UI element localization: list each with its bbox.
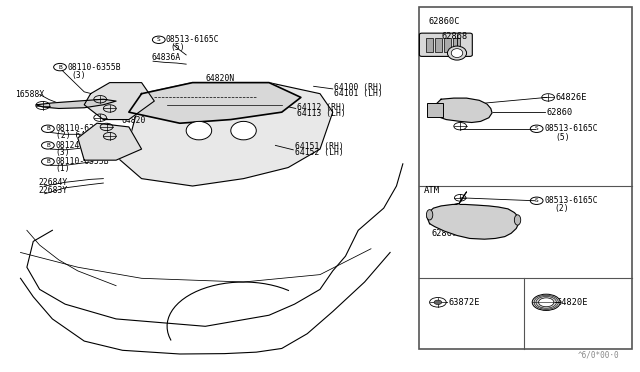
Ellipse shape <box>451 49 463 58</box>
Text: ^6/0*00·0: ^6/0*00·0 <box>578 350 620 359</box>
Text: 64836A: 64836A <box>151 53 180 62</box>
Text: 62860C: 62860C <box>428 17 460 26</box>
Text: 22683Y: 22683Y <box>38 186 68 195</box>
Text: 63872E: 63872E <box>449 298 480 307</box>
Text: 62868: 62868 <box>441 32 467 41</box>
Ellipse shape <box>447 46 467 60</box>
Bar <box>435 38 442 52</box>
Bar <box>419 7 632 349</box>
Bar <box>426 38 433 52</box>
Text: (1): (1) <box>56 164 70 173</box>
Text: 64820: 64820 <box>121 116 145 125</box>
Text: B: B <box>58 65 62 70</box>
Bar <box>453 38 460 52</box>
Text: S: S <box>535 126 538 131</box>
Circle shape <box>539 298 554 307</box>
Text: (2) 64820F: (2) 64820F <box>56 131 104 140</box>
Text: 64100 (RH): 64100 (RH) <box>334 83 383 92</box>
Text: 08513-6165C: 08513-6165C <box>166 35 220 44</box>
Text: 64152 (LH): 64152 (LH) <box>294 148 343 157</box>
Polygon shape <box>427 205 519 239</box>
Polygon shape <box>129 83 301 123</box>
Ellipse shape <box>426 210 433 220</box>
Ellipse shape <box>515 215 521 225</box>
Text: 08110-6355B: 08110-6355B <box>56 124 109 133</box>
Text: 64112 (RH): 64112 (RH) <box>297 103 346 112</box>
Text: 16588X: 16588X <box>15 90 45 99</box>
FancyBboxPatch shape <box>419 33 472 57</box>
Text: 64101 (LH): 64101 (LH) <box>334 89 383 98</box>
Text: B: B <box>46 159 50 164</box>
Text: 64113 (LH): 64113 (LH) <box>297 109 346 118</box>
Text: (3): (3) <box>72 71 86 80</box>
Text: 64151 (RH): 64151 (RH) <box>294 142 343 151</box>
Polygon shape <box>116 83 333 186</box>
Ellipse shape <box>186 121 212 140</box>
Text: (3): (3) <box>56 148 70 157</box>
Polygon shape <box>433 98 492 122</box>
Text: 08124-0255D: 08124-0255D <box>56 141 109 150</box>
Polygon shape <box>454 192 467 205</box>
Text: 62860: 62860 <box>546 108 572 117</box>
Text: (5): (5) <box>170 43 185 52</box>
Text: ATM: ATM <box>424 186 440 195</box>
Bar <box>444 38 451 52</box>
Text: 08110-6355B: 08110-6355B <box>68 62 122 72</box>
Bar <box>427 103 443 116</box>
Text: (5): (5) <box>556 133 570 142</box>
Polygon shape <box>84 83 154 119</box>
Circle shape <box>434 300 442 305</box>
Circle shape <box>532 294 560 310</box>
Polygon shape <box>36 99 116 109</box>
Text: 62860N: 62860N <box>431 230 463 238</box>
Text: 08110-6355B: 08110-6355B <box>56 157 109 166</box>
Text: 22684Y: 22684Y <box>38 178 68 187</box>
Polygon shape <box>78 123 141 160</box>
Text: (2): (2) <box>554 204 569 214</box>
Text: S: S <box>535 198 538 203</box>
Text: 64820E: 64820E <box>556 298 588 307</box>
Text: B: B <box>46 143 50 148</box>
Text: 64826E: 64826E <box>556 93 588 102</box>
Text: B: B <box>46 126 50 131</box>
Text: S: S <box>157 37 161 42</box>
Ellipse shape <box>231 121 256 140</box>
Text: 08513-6165C: 08513-6165C <box>544 124 598 133</box>
Text: 64820N: 64820N <box>205 74 234 83</box>
Text: 08513-6165C: 08513-6165C <box>544 196 598 205</box>
